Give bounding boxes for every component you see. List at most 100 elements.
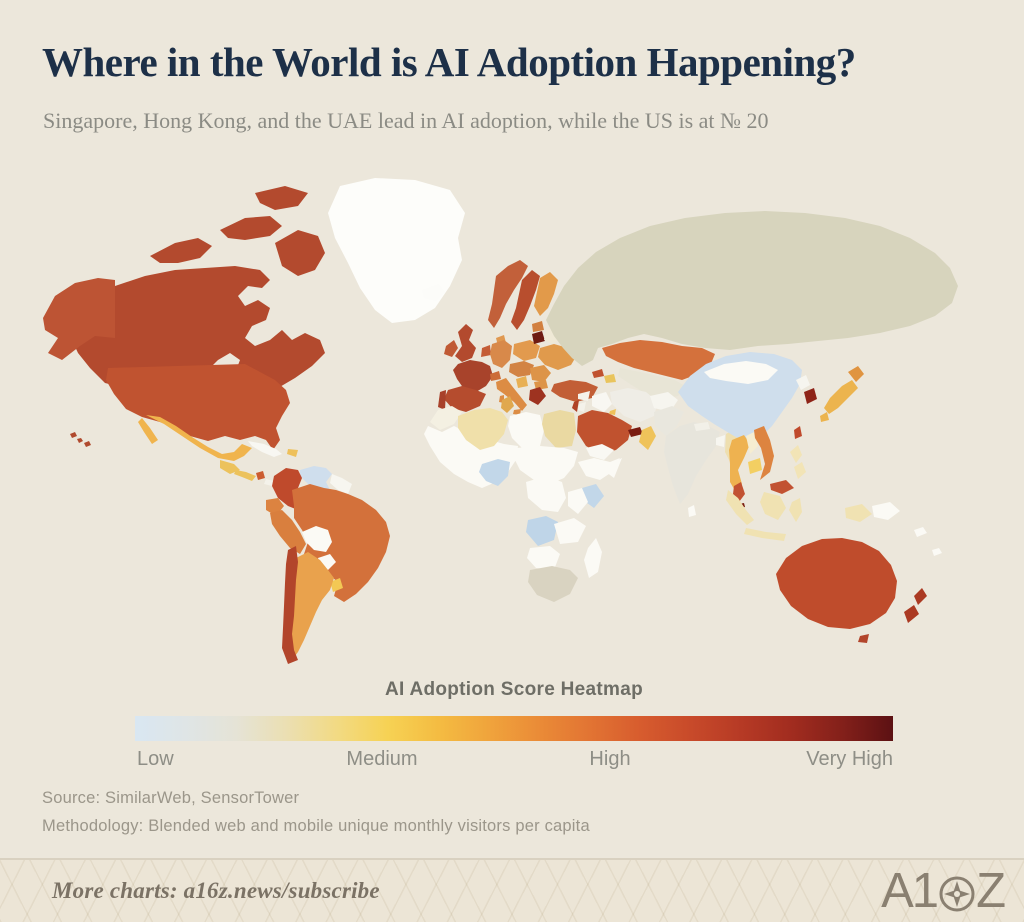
region-spain	[444, 386, 486, 412]
region-namibia-botswana	[527, 546, 560, 570]
region-cambodia	[748, 458, 762, 474]
region-pakistan	[654, 406, 684, 436]
region-portugal	[438, 390, 446, 410]
region-peru	[270, 510, 306, 554]
region-tasmania	[858, 634, 869, 643]
legend-labels: Low Medium High Very High	[0, 748, 1024, 774]
region-uae	[628, 427, 643, 437]
region-japan-north	[848, 366, 864, 382]
region-sweden	[511, 270, 540, 330]
region-taiwan	[794, 426, 802, 439]
a16z-logo: A1 Z	[881, 863, 1006, 918]
region-uk	[455, 324, 476, 362]
legend-gradient-bar	[135, 716, 893, 741]
region-uruguay	[330, 578, 343, 592]
region-nepal	[694, 422, 710, 431]
region-thailand	[729, 435, 750, 494]
region-azerbaijan	[604, 374, 616, 383]
region-syria	[578, 391, 590, 401]
region-turkey	[551, 380, 598, 402]
region-central-asia	[618, 368, 685, 400]
region-costa-rica	[256, 471, 265, 480]
region-guianas	[330, 474, 352, 494]
region-north-korea	[796, 375, 810, 390]
region-nigeria	[479, 459, 510, 486]
region-bolivia	[302, 526, 332, 552]
region-austria-hungary	[509, 361, 534, 377]
region-mongolia	[704, 361, 778, 384]
region-indonesia	[726, 490, 872, 541]
region-morocco	[430, 406, 462, 430]
region-hawaii	[70, 432, 91, 447]
legend-label-very-high: Very High	[806, 748, 893, 770]
legend-label-medium: Medium	[346, 748, 418, 770]
region-sudan-chad	[514, 446, 578, 484]
page-title: Where in the World is AI Adoption Happen…	[42, 39, 856, 85]
region-ireland	[444, 340, 458, 357]
methodology-line: Methodology: Blended web and mobile uniq…	[42, 816, 590, 835]
world-map	[30, 168, 990, 668]
subscribe-link[interactable]: More charts: a16z.news/subscribe	[52, 878, 380, 903]
region-greenland	[328, 178, 465, 323]
region-georgia	[592, 369, 604, 378]
region-russia	[546, 211, 958, 366]
legend-label-high: High	[589, 748, 631, 770]
region-kuwait	[609, 409, 616, 415]
logo-text-z: Z	[976, 863, 1006, 918]
region-italy	[496, 378, 527, 415]
region-iran	[610, 388, 658, 422]
region-australia	[776, 538, 897, 629]
region-mexico	[138, 415, 252, 461]
region-saudi-arabia	[577, 410, 632, 454]
region-sri-lanka	[688, 505, 696, 517]
region-france	[453, 360, 493, 392]
choropleth-map-svg	[43, 178, 958, 664]
region-canada	[70, 186, 325, 393]
region-malaysia	[733, 480, 794, 502]
region-poland	[513, 340, 540, 361]
logo-compass-icon	[939, 876, 975, 912]
region-argentina	[288, 552, 334, 660]
region-madagascar	[584, 538, 602, 578]
region-romania	[530, 365, 551, 382]
region-estonia-latvia	[532, 321, 544, 332]
region-kazakhstan	[602, 340, 715, 380]
region-switzerland	[490, 371, 501, 381]
region-new-zealand	[904, 588, 927, 623]
region-germany	[490, 340, 512, 368]
region-iraq	[592, 392, 612, 412]
legend-title: AI Adoption Score Heatmap	[384, 679, 644, 700]
region-balkans	[516, 376, 528, 388]
region-south-korea	[804, 388, 817, 404]
region-tunisia	[501, 396, 514, 413]
region-libya	[508, 412, 544, 450]
region-bulgaria	[534, 380, 548, 390]
region-norway	[488, 260, 528, 328]
region-zambia-mozambique	[554, 518, 586, 544]
region-papua-new-guinea	[872, 502, 900, 520]
region-india	[664, 422, 720, 504]
region-somalia	[606, 458, 622, 478]
page-subtitle: Singapore, Hong Kong, and the UAE lead i…	[43, 108, 769, 133]
region-hispaniola	[287, 449, 298, 457]
logo-text-a1: A1	[881, 863, 939, 918]
region-tanzania	[568, 488, 588, 514]
source-note: Source: SimilarWeb, SensorTower Methodol…	[42, 785, 802, 840]
region-benelux	[481, 345, 491, 357]
region-oman	[639, 426, 656, 450]
region-dr-congo	[526, 476, 566, 512]
region-chile	[282, 546, 298, 664]
region-south-africa	[528, 566, 578, 602]
region-ethiopia	[578, 458, 620, 480]
region-vietnam	[754, 426, 774, 480]
region-lithuania	[532, 331, 545, 344]
region-usa	[106, 364, 290, 450]
region-cuba	[248, 441, 282, 457]
region-greece	[529, 387, 546, 405]
region-yemen	[586, 444, 614, 460]
region-guatemala	[220, 460, 240, 474]
region-panama	[264, 479, 274, 486]
region-pacific-islands	[914, 527, 942, 556]
source-line: Source: SimilarWeb, SensorTower	[42, 789, 300, 807]
